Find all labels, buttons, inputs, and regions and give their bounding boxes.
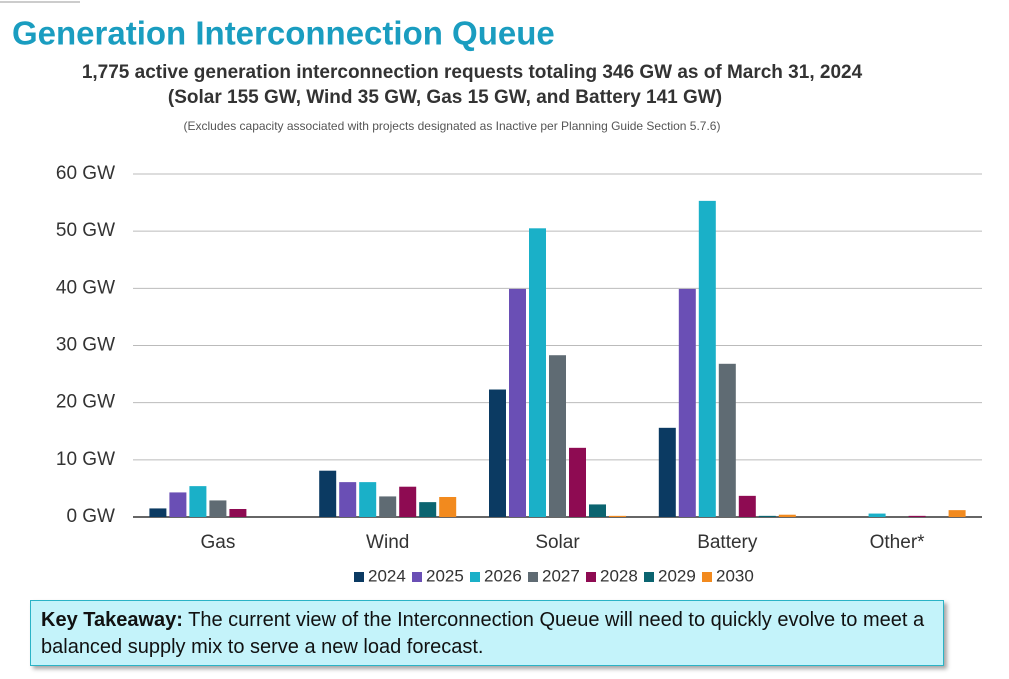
- chart-note: (Excludes capacity associated with proje…: [184, 119, 721, 133]
- chart-title: Generation Interconnection Queue: [12, 15, 555, 52]
- legend-label: 2029: [658, 566, 696, 585]
- legend-swatch: [470, 572, 480, 582]
- y-tick-label: 40 GW: [56, 277, 115, 298]
- legend-swatch: [354, 572, 364, 582]
- bar: [718, 363, 736, 517]
- y-tick-label: 60 GW: [56, 163, 115, 184]
- legend-label: 2028: [600, 566, 638, 585]
- bar: [589, 504, 606, 517]
- y-tick-label: 20 GW: [56, 392, 115, 413]
- legend-swatch: [702, 572, 712, 582]
- x-tick-label: Battery: [697, 532, 758, 553]
- bar: [698, 200, 716, 517]
- chart-subtitle: 1,775 active generation interconnection …: [82, 62, 863, 83]
- bar: [319, 470, 337, 517]
- bar: [738, 495, 756, 517]
- bar: [169, 492, 187, 517]
- legend-label: 2030: [716, 566, 754, 585]
- bar: [549, 355, 566, 517]
- bar: [489, 389, 506, 517]
- legend-label: 2025: [426, 566, 464, 585]
- bar: [209, 500, 227, 517]
- legend-label: 2024: [368, 566, 406, 585]
- y-tick-label: 0 GW: [66, 506, 115, 527]
- y-tick-label: 30 GW: [56, 335, 115, 356]
- bar: [948, 510, 966, 517]
- legend-swatch: [528, 572, 538, 582]
- bar: [339, 482, 357, 517]
- bar: [658, 427, 676, 517]
- bar: [758, 515, 776, 517]
- bar: [678, 288, 696, 517]
- legend-swatch: [412, 572, 422, 582]
- takeaway-label: Key Takeaway:: [41, 609, 183, 631]
- key-takeaway: Key Takeaway: The current view of the In…: [30, 600, 944, 666]
- bar: [419, 502, 437, 517]
- x-tick-label: Wind: [366, 532, 409, 553]
- bar: [439, 496, 457, 517]
- bar: [189, 486, 207, 517]
- bar: [379, 496, 397, 517]
- y-tick-label: 10 GW: [56, 449, 115, 470]
- y-tick-label: 50 GW: [56, 220, 115, 241]
- x-tick-label: Other*: [870, 532, 926, 553]
- chart: Generation Interconnection Queue 1,775 a…: [0, 1, 982, 585]
- legend-label: 2026: [484, 566, 522, 585]
- bar: [609, 515, 626, 517]
- legend-swatch: [644, 572, 654, 582]
- bar: [529, 228, 546, 517]
- legend-swatch: [586, 572, 596, 582]
- bar: [149, 508, 167, 517]
- x-tick-label: Solar: [535, 532, 580, 553]
- bar: [399, 486, 417, 517]
- legend-label: 2027: [542, 566, 580, 585]
- bar: [569, 447, 586, 517]
- x-tick-label: Gas: [200, 532, 235, 553]
- bar: [229, 508, 247, 517]
- takeaway-text: The current view of the Interconnection …: [41, 609, 925, 658]
- bar: [509, 288, 526, 517]
- chart-subtitle: (Solar 155 GW, Wind 35 GW, Gas 15 GW, an…: [168, 87, 722, 108]
- bar: [359, 482, 377, 517]
- bar: [908, 515, 926, 517]
- bar: [868, 513, 886, 517]
- bar: [778, 514, 796, 517]
